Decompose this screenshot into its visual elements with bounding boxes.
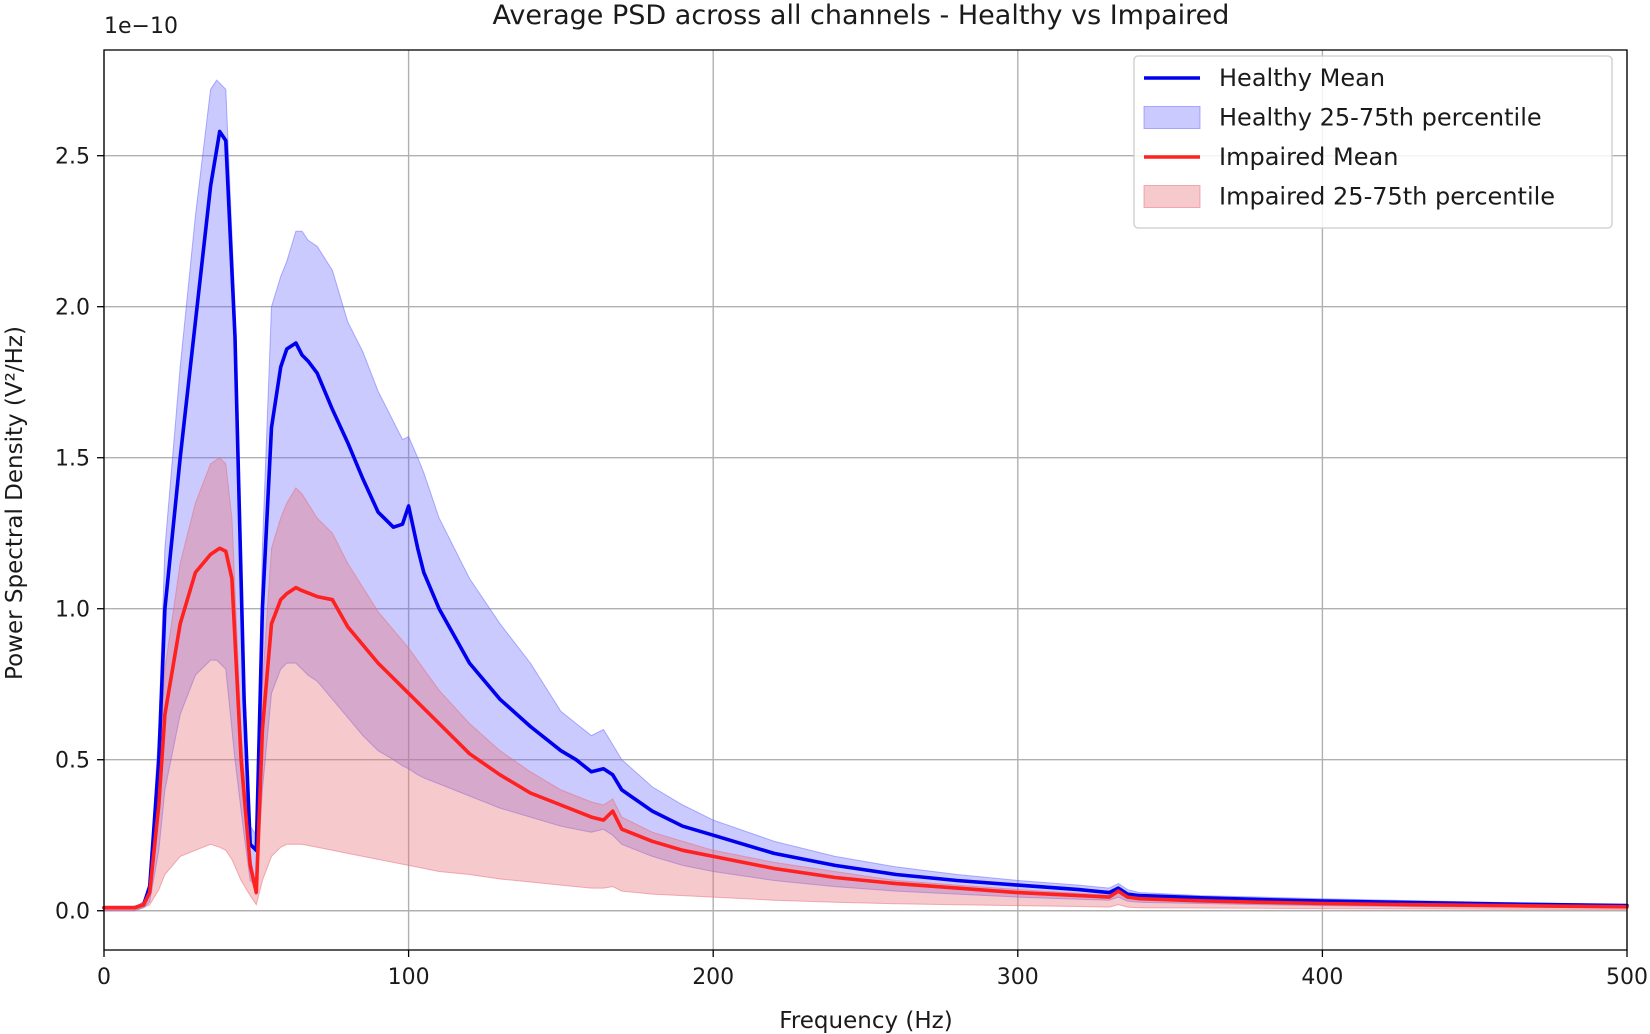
x-tick-label-2: 200 <box>692 965 734 990</box>
y-tick-label-0: 0.0 <box>55 900 90 925</box>
x-tick-label-0: 0 <box>97 965 111 990</box>
y-axis-label: Power Spectral Density (V²/Hz) <box>2 326 28 680</box>
y-tick-label-5: 2.5 <box>55 145 90 170</box>
x-axis-ticks: 0 100 200 300 400 500 <box>97 950 1648 990</box>
x-tick-label-3: 300 <box>997 965 1039 990</box>
plot-frame <box>103 49 1628 951</box>
mean-line-2 <box>102 546 1629 910</box>
legend-box <box>1133 55 1613 229</box>
y-axis-ticks: 0.0 0.5 1.0 1.5 2.0 2.5 <box>55 145 104 925</box>
legend-label-3: Impaired 25-75th percentile <box>1219 183 1555 211</box>
mean-line-0 <box>102 129 1629 910</box>
x-tick-label-1: 100 <box>388 965 430 990</box>
x-axis-label: Frequency (Hz) <box>779 1008 952 1034</box>
legend-swatch-1 <box>1143 106 1201 129</box>
legend-items: Healthy Mean Healthy 25-75th percentile Im… <box>1143 64 1555 211</box>
y-offset-label: 1e−10 <box>104 14 178 39</box>
legend-label-1: Healthy 25-75th percentile <box>1219 104 1542 132</box>
x-tick-label-4: 400 <box>1301 965 1343 990</box>
y-tick-label-2: 1.0 <box>55 598 90 623</box>
y-tick-label-1: 0.5 <box>55 749 90 774</box>
grid <box>103 50 1628 950</box>
x-tick-label-5: 500 <box>1606 965 1648 990</box>
legend-label-0: Healthy Mean <box>1219 64 1385 92</box>
chart-title: Average PSD across all channels - Health… <box>493 0 1230 31</box>
mean-lines <box>102 129 1629 910</box>
legend-swatch-3 <box>1143 185 1201 208</box>
legend: Healthy Mean Healthy 25-75th percentile Im… <box>1133 55 1613 229</box>
legend-label-2: Impaired Mean <box>1219 143 1398 171</box>
plot-area <box>102 49 1629 951</box>
y-tick-label-3: 1.5 <box>55 447 90 472</box>
y-tick-label-4: 2.0 <box>55 296 90 321</box>
